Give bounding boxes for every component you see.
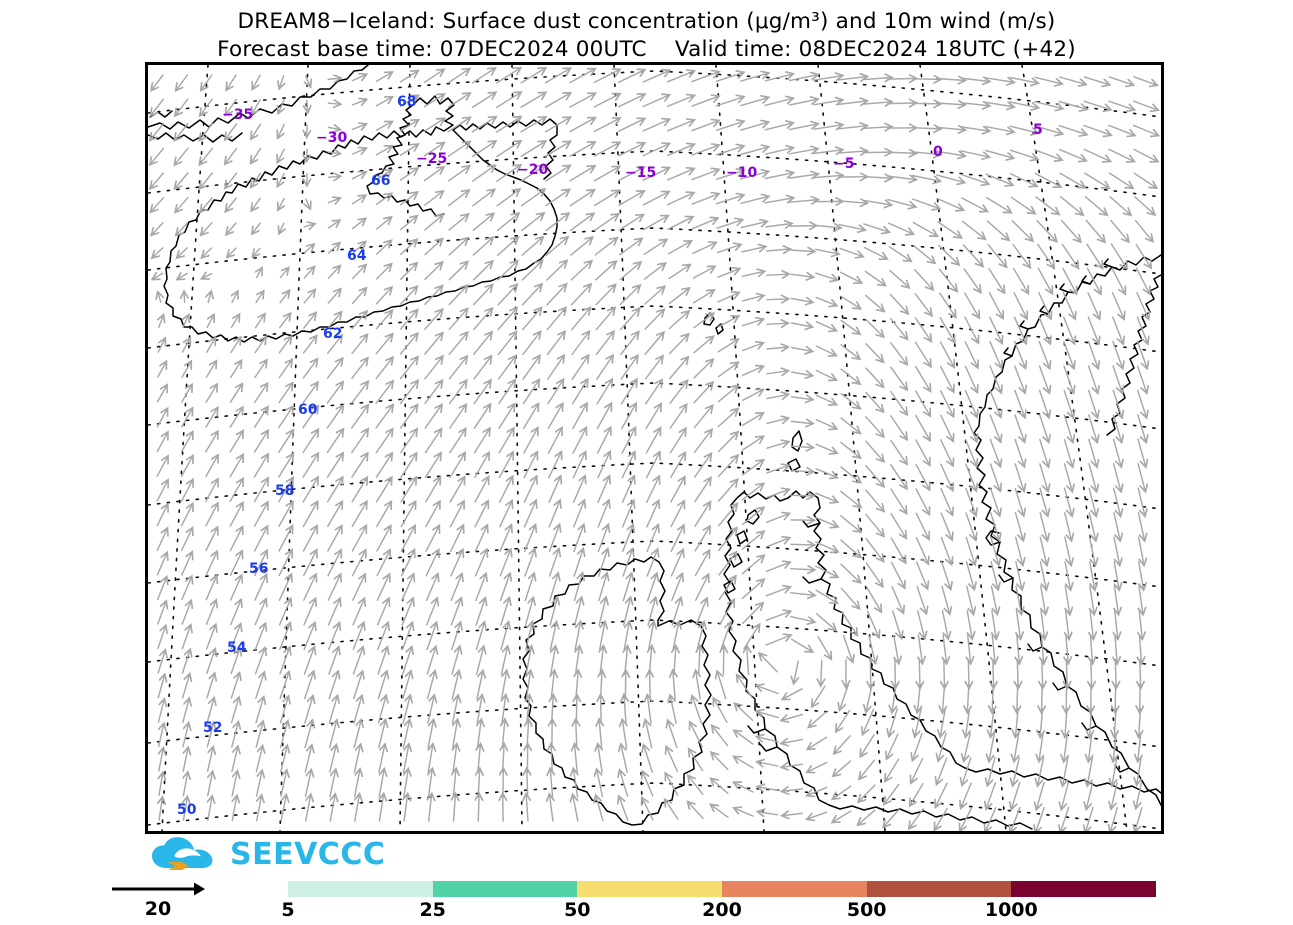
arrow-right-icon bbox=[112, 882, 205, 896]
chart-title-block: DREAM8−Iceland: Surface dust concentrati… bbox=[0, 8, 1293, 65]
coastline-iceland bbox=[163, 95, 558, 343]
chevron-right-icon bbox=[168, 862, 189, 870]
colorbar-segment-50[interactable] bbox=[577, 881, 723, 897]
colorbar-legend[interactable]: 5 25 50 200 500 1000 bbox=[281, 881, 1157, 923]
colorbar-strip[interactable] bbox=[288, 881, 1157, 897]
colorbar-tick-5: 5 bbox=[281, 899, 295, 921]
wind-vector-field bbox=[150, 68, 1158, 831]
coastline-iceland-westfjords bbox=[366, 104, 445, 217]
coastline-layer bbox=[148, 65, 1161, 830]
colorbar-tick-labels: 5 25 50 200 500 1000 bbox=[281, 897, 1156, 923]
colorbar-tick-500: 500 bbox=[846, 899, 887, 921]
coastline-continental-europe bbox=[973, 432, 1161, 806]
colorbar-tick-50: 50 bbox=[564, 899, 591, 921]
colorbar-tick-200: 200 bbox=[702, 899, 742, 921]
coastline-ireland bbox=[522, 556, 712, 826]
coastline-norway bbox=[973, 254, 1161, 434]
coastline-britain bbox=[787, 490, 966, 769]
wind-reference-vector: 20 bbox=[110, 880, 206, 920]
chart-subtitle: Forecast base time: 07DEC2024 00UTC Vali… bbox=[217, 37, 1076, 63]
colorbar-segment-200[interactable] bbox=[722, 881, 867, 897]
logo-text: SEEVCCC bbox=[230, 837, 386, 872]
coastline-greenland bbox=[148, 65, 369, 130]
colorbar-tick-25: 25 bbox=[419, 899, 446, 921]
map-canvas bbox=[148, 65, 1161, 831]
wind-reference-label: 20 bbox=[144, 898, 172, 920]
page-title: DREAM8−Iceland: Surface dust concentrati… bbox=[237, 9, 1056, 34]
seevccc-logo[interactable]: SEEVCCC bbox=[150, 834, 385, 876]
colorbar-segment-1000[interactable] bbox=[1011, 881, 1157, 897]
cloud-icon bbox=[152, 837, 213, 870]
colorbar-segment-5[interactable] bbox=[288, 881, 433, 897]
colorbar-segment-25[interactable] bbox=[432, 881, 578, 897]
colorbar-segment-500[interactable] bbox=[866, 881, 1012, 897]
coastline-shetland bbox=[791, 430, 803, 452]
colorbar-tick-1000: 1000 bbox=[984, 899, 1038, 921]
graticule-layer bbox=[148, 65, 1161, 831]
coastline-iceland-north bbox=[452, 118, 558, 180]
map-frame[interactable]: −35 −30 −25 −20 −15 −10 −5 0 5 68 66 64 62 60 58 56 54 5… bbox=[145, 62, 1164, 834]
